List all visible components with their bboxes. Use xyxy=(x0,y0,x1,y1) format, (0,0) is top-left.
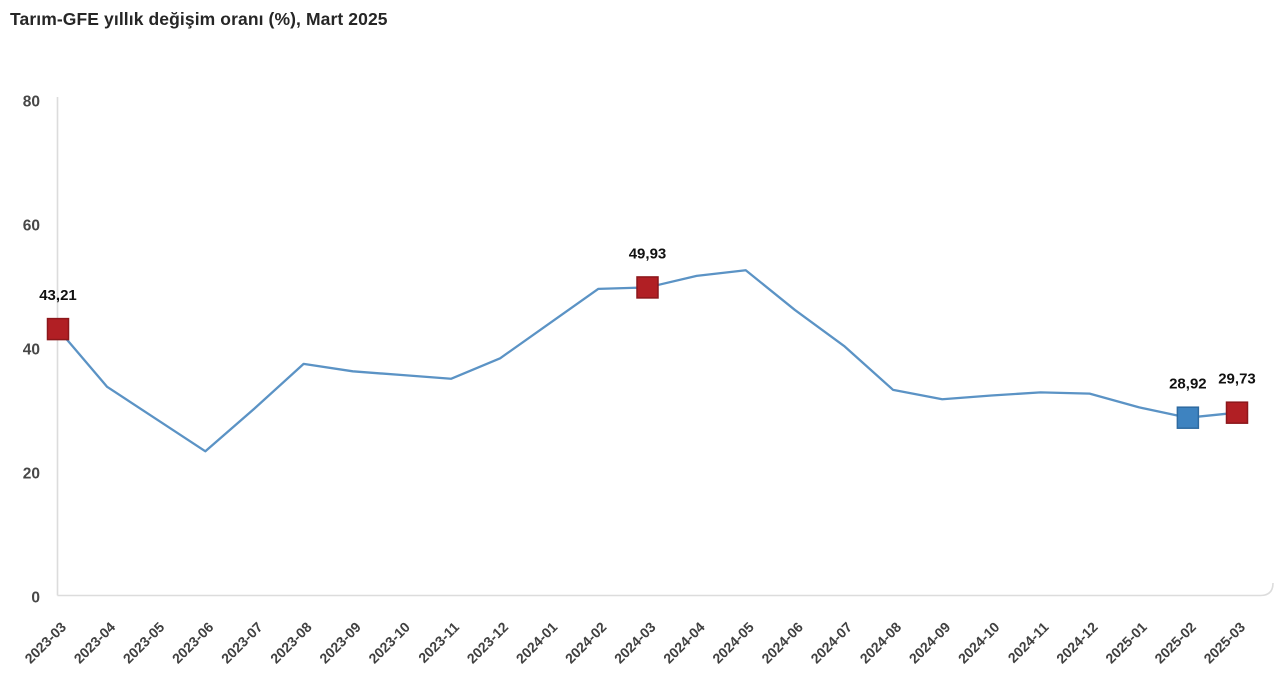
data-point-label: 43,21 xyxy=(39,287,77,304)
x-axis-label: 2024-08 xyxy=(857,619,905,667)
x-axis-label: 2024-06 xyxy=(758,619,806,667)
y-axis-label: 60 xyxy=(23,218,40,235)
x-axis-label: 2023-03 xyxy=(21,619,69,667)
data-marker-2024-03 xyxy=(636,276,659,299)
chart-title: Tarım-GFE yıllık değişim oranı (%), Mart… xyxy=(10,9,388,29)
y-axis-label: 80 xyxy=(23,94,40,111)
data-marker-2025-03 xyxy=(1225,401,1249,424)
x-axis-label: 2023-09 xyxy=(316,619,364,667)
y-axis-label: 0 xyxy=(31,590,40,607)
x-axis-label: 2024-04 xyxy=(660,619,708,667)
x-axis-label: 2025-01 xyxy=(1102,619,1150,667)
y-axis-label: 20 xyxy=(23,466,40,483)
x-axis-line xyxy=(57,582,1274,597)
x-axis-label: 2024-03 xyxy=(611,619,659,667)
x-axis-label: 2023-11 xyxy=(415,619,462,666)
x-axis-label: 2023-04 xyxy=(71,619,119,667)
data-point-label: 29,73 xyxy=(1218,371,1256,388)
x-axis-label: 2024-05 xyxy=(709,619,757,667)
x-axis-label: 2024-02 xyxy=(562,619,610,667)
x-axis-label: 2025-03 xyxy=(1200,619,1248,667)
data-point-label: 49,93 xyxy=(629,245,667,262)
x-axis-label: 2024-11 xyxy=(1005,619,1052,666)
x-axis-label: 2023-10 xyxy=(365,619,413,667)
x-axis-label: 2024-07 xyxy=(807,619,855,667)
data-marker-2023-03 xyxy=(46,317,70,341)
x-axis-label: 2023-05 xyxy=(120,619,168,667)
data-marker-2025-02 xyxy=(1176,406,1200,429)
y-axis-label: 40 xyxy=(23,342,40,359)
x-axis-label: 2024-12 xyxy=(1053,619,1101,667)
x-axis-label: 2023-08 xyxy=(267,619,315,667)
data-point-label: 28,92 xyxy=(1169,376,1207,393)
x-axis-label: 2023-12 xyxy=(464,619,512,667)
x-axis-label: 2024-10 xyxy=(955,619,1003,667)
x-axis-label: 2023-06 xyxy=(169,619,217,667)
x-axis-label: 2024-09 xyxy=(906,619,954,667)
x-axis-label: 2024-01 xyxy=(513,619,561,667)
x-axis-label: 2023-07 xyxy=(218,619,266,667)
x-axis-label: 2025-02 xyxy=(1151,619,1199,667)
